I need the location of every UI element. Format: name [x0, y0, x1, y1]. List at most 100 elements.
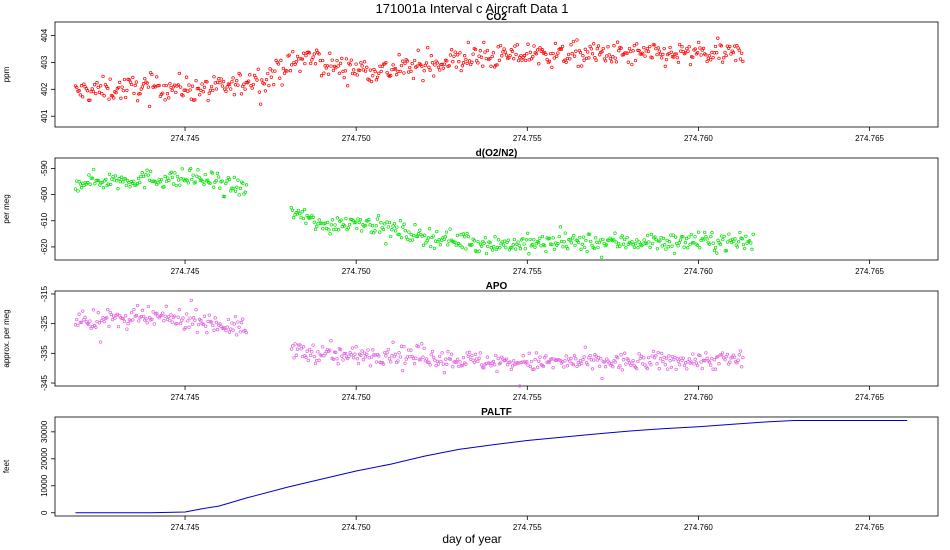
data-point [558, 358, 562, 363]
data-point [264, 77, 269, 82]
data-point [688, 62, 693, 67]
data-point [161, 311, 165, 315]
data-point [140, 85, 145, 89]
data-point [453, 240, 457, 244]
data-point [518, 384, 522, 388]
data-point [172, 182, 176, 186]
data-point [121, 180, 125, 184]
data-point [423, 233, 427, 237]
data-point [167, 314, 171, 319]
data-point [187, 83, 191, 87]
data-point [232, 322, 236, 326]
data-point [723, 249, 727, 253]
data-point [522, 242, 526, 246]
data-point [701, 46, 706, 51]
data-point [496, 356, 500, 361]
data-point [410, 238, 415, 242]
data-point [412, 58, 417, 63]
data-point [616, 241, 621, 246]
data-point [420, 342, 424, 346]
data-point [525, 360, 529, 364]
data-point [489, 364, 493, 368]
data-point [215, 171, 220, 175]
data-point [301, 51, 306, 55]
data-point [291, 344, 295, 348]
data-point [85, 89, 90, 93]
data-point [141, 174, 146, 179]
data-point [643, 241, 647, 245]
data-point [485, 355, 490, 359]
data-point [581, 358, 585, 362]
data-point [354, 345, 358, 349]
data-point [137, 319, 141, 323]
data-point [120, 316, 124, 321]
data-point [146, 173, 150, 177]
data-point [255, 78, 259, 82]
data-point [472, 239, 477, 243]
data-point [367, 218, 371, 222]
data-point [396, 232, 400, 237]
data-point [170, 88, 174, 93]
data-point [184, 312, 189, 316]
data-point [722, 56, 726, 60]
data-point [237, 193, 241, 197]
data-point [144, 317, 148, 321]
data-point [398, 219, 403, 223]
data-point [507, 248, 512, 252]
data-point [219, 77, 223, 81]
data-point [405, 59, 410, 63]
data-point [355, 73, 359, 77]
data-point [97, 321, 102, 325]
data-point [90, 176, 95, 180]
data-point [696, 230, 701, 234]
data-point [676, 60, 681, 65]
data-point [579, 247, 583, 251]
data-point [636, 359, 640, 364]
data-point [650, 56, 654, 60]
data-point [443, 357, 448, 361]
data-point [184, 75, 189, 79]
data-point [409, 69, 413, 74]
data-point [385, 350, 389, 355]
data-point [426, 236, 430, 240]
data-point [526, 363, 530, 367]
data-point [496, 238, 501, 242]
data-point [532, 238, 536, 242]
data-point [592, 42, 596, 46]
data-point [541, 364, 546, 369]
data-point [715, 251, 719, 255]
data-point [477, 249, 481, 253]
data-point [545, 57, 549, 62]
data-point [662, 46, 666, 51]
data-point [301, 345, 306, 349]
data-point [709, 363, 713, 367]
data-point [104, 177, 108, 182]
data-point [328, 232, 332, 236]
y-tick-label: -325 [40, 315, 49, 332]
data-point [347, 354, 351, 358]
data-point [356, 361, 361, 366]
data-point [116, 85, 121, 90]
data-point [535, 48, 540, 52]
data-point [343, 351, 348, 356]
data-point [208, 181, 212, 185]
data-point [642, 45, 646, 50]
data-point [376, 213, 381, 218]
data-point [115, 179, 119, 183]
data-point [691, 352, 695, 356]
data-point [389, 360, 393, 364]
data-point [147, 104, 152, 109]
data-point [306, 358, 310, 363]
y-tick-label: 20000 [40, 447, 49, 470]
data-point [583, 47, 587, 51]
data-point [488, 57, 492, 61]
data-point [408, 65, 412, 70]
data-point [740, 365, 744, 369]
data-point [724, 249, 729, 253]
data-point [441, 66, 445, 70]
data-point [618, 364, 622, 368]
data-point [608, 56, 613, 61]
series-points [73, 298, 745, 388]
data-point [138, 180, 142, 185]
data-point [495, 369, 499, 374]
